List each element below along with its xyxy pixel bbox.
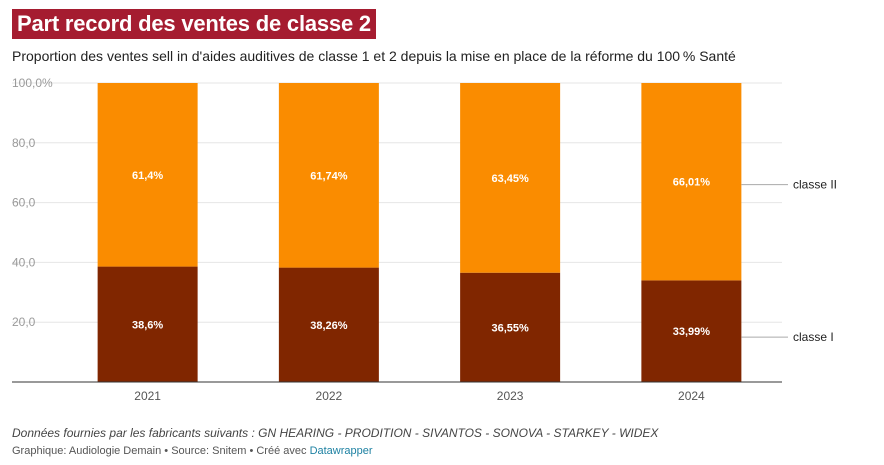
x-tick-label: 2023 bbox=[497, 389, 524, 403]
legend-label-classe-I: classe I bbox=[793, 330, 834, 344]
footer-created-with: Créé avec bbox=[256, 445, 310, 457]
y-tick-label: 60,0 bbox=[12, 196, 36, 210]
x-tick-label: 2022 bbox=[316, 389, 343, 403]
bar-value-label: 36,55% bbox=[491, 322, 529, 334]
bar-classe-I-2024 bbox=[641, 280, 742, 382]
bar-classe-I-2021 bbox=[97, 266, 198, 382]
bar-value-label: 33,99% bbox=[673, 326, 711, 338]
chart-title: Part record des ventes de classe 2 bbox=[12, 9, 376, 39]
bar-classe-I-2023 bbox=[460, 272, 561, 382]
bar-value-label: 61,74% bbox=[310, 170, 348, 182]
legend-label-classe-II: classe II bbox=[793, 178, 837, 192]
datawrapper-link[interactable]: Datawrapper bbox=[309, 445, 373, 457]
bar-classe-II-2021 bbox=[97, 83, 198, 267]
x-tick-label: 2024 bbox=[678, 389, 705, 403]
x-tick-label: 2021 bbox=[134, 389, 161, 403]
y-tick-label: 20,0 bbox=[12, 315, 36, 329]
chart-title-wrap: Part record des ventes de classe 2 bbox=[12, 9, 376, 39]
y-tick-label: 40,0 bbox=[12, 255, 36, 269]
footer-source: Source: Snitem bbox=[171, 445, 247, 457]
footer-separator: • bbox=[161, 445, 172, 457]
footer-notes: Données fournies par les fabricants suiv… bbox=[12, 426, 659, 440]
bar-classe-I-2022 bbox=[278, 267, 379, 382]
footer-credits: Graphique: Audiologie Demain • Source: S… bbox=[12, 445, 373, 457]
bar-value-label: 38,6% bbox=[132, 319, 163, 331]
bar-value-label: 38,26% bbox=[310, 320, 348, 332]
y-tick-label: 100,0% bbox=[12, 76, 53, 90]
bar-classe-II-2022 bbox=[278, 83, 379, 268]
bar-value-label: 61,4% bbox=[132, 170, 163, 182]
bar-classe-II-2024 bbox=[641, 83, 742, 281]
bar-value-label: 63,45% bbox=[491, 173, 529, 185]
y-tick-label: 80,0 bbox=[12, 136, 36, 150]
bar-classe-II-2023 bbox=[460, 83, 561, 273]
chart-subtitle: Proportion des ventes sell in d'aides au… bbox=[12, 48, 736, 64]
footer-graphic: Graphique: Audiologie Demain bbox=[12, 445, 162, 457]
footer-separator: • bbox=[246, 445, 257, 457]
bar-value-label: 66,01% bbox=[673, 177, 711, 189]
stacked-bar-chart: 20,0 40,0 60,0 80,0 100,0% 38,6% 61,4% 2021 38,2… bbox=[12, 76, 837, 403]
